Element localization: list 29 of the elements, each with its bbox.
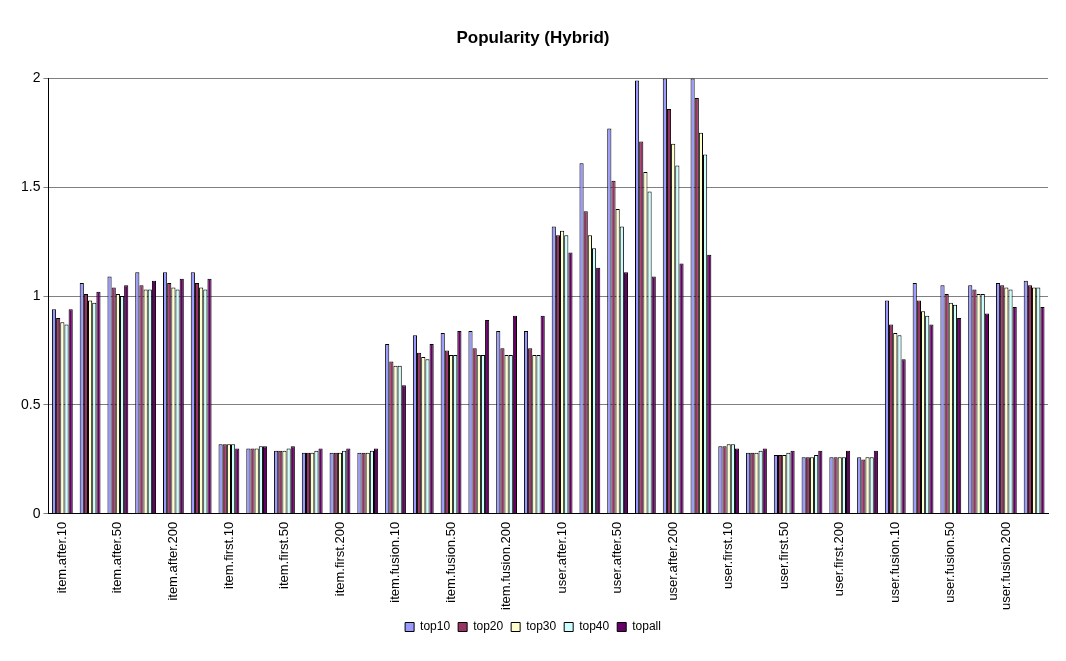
y-tick-label: 1.5 <box>20 178 41 195</box>
legend-label: top10 <box>420 619 451 634</box>
y-tick-label: 0.5 <box>20 395 41 412</box>
legend-label: topall <box>632 619 661 634</box>
x-tick-label: item.fusion.10 <box>387 521 403 603</box>
x-tick-label: user.fusion.50 <box>942 521 958 603</box>
legend-label: top20 <box>473 619 504 634</box>
x-tick-label: item.first.50 <box>276 521 292 590</box>
x-tick-label: user.after.50 <box>609 521 625 594</box>
x-tick-label: user.fusion.200 <box>997 521 1013 611</box>
x-tick-label: user.after.10 <box>553 521 569 594</box>
x-tick-label: user.after.200 <box>664 521 680 601</box>
x-tick-label: item.fusion.200 <box>498 521 514 610</box>
y-tick-label: 0 <box>32 504 41 521</box>
x-tick-label: user.fusion.10 <box>886 521 902 603</box>
legend-label: top40 <box>579 619 610 634</box>
x-tick-label: user.first.200 <box>831 521 847 597</box>
x-tick-label: user.first.10 <box>720 521 736 590</box>
legend-label: top30 <box>526 619 557 634</box>
y-tick-label: 2 <box>32 69 41 86</box>
x-tick-label: item.first.10 <box>220 521 236 590</box>
x-tick-label: item.after.200 <box>164 521 180 601</box>
y-tick-label: 1 <box>32 286 41 303</box>
x-tick-label: item.fusion.50 <box>442 521 458 603</box>
x-tick-label: item.after.50 <box>109 521 125 594</box>
chart-title: Popularity (Hybrid) <box>456 27 610 47</box>
x-tick-label: item.after.10 <box>53 521 69 594</box>
x-tick-label: item.first.200 <box>331 521 347 597</box>
x-tick-label: user.first.50 <box>775 521 791 590</box>
